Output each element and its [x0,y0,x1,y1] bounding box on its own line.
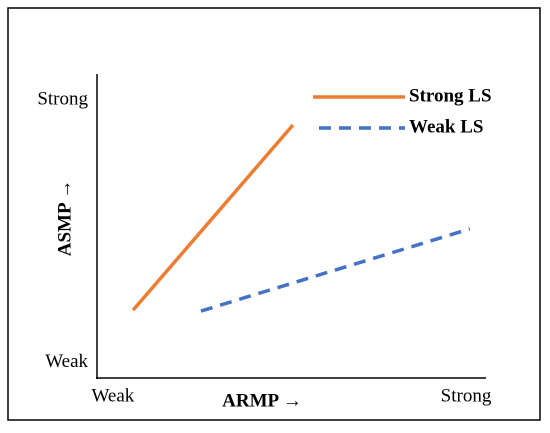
legend-label: Strong LS [409,85,492,106]
y-tick-label: Weak [45,351,88,372]
frame [7,7,541,421]
x-tick-label: Strong [441,385,492,406]
y-axis-title: ASMP → [54,180,75,257]
series-line [131,123,295,312]
y-tick-label: Strong [37,89,88,110]
x-axis-title: ARMP → [222,390,302,411]
x-tick-label: Weak [92,385,135,406]
legend-label: Weak LS [409,116,483,137]
series-line [200,227,471,313]
